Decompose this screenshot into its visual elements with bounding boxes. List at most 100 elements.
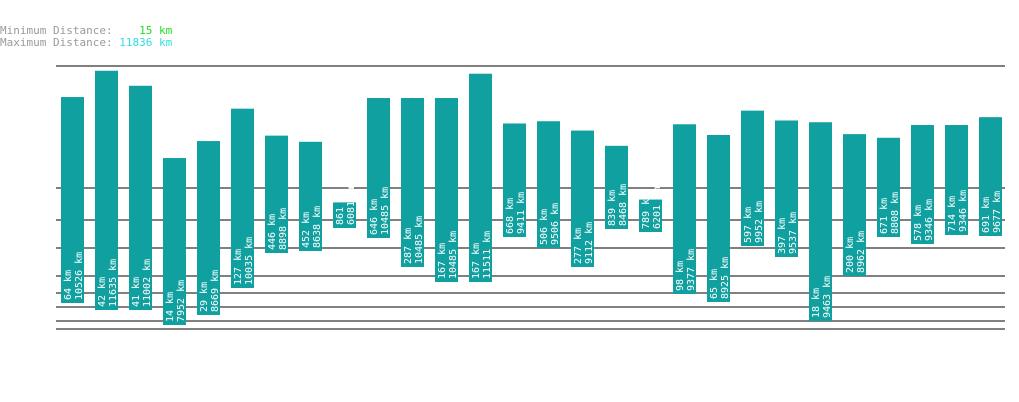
bar (707, 134, 730, 302)
bar (61, 97, 84, 303)
bar-label-long: 8669 km (210, 270, 221, 312)
bar-label-long: 10526 km (74, 252, 85, 300)
bar-label-short: 789 km (641, 193, 652, 229)
bar-label-long: 10035 km (244, 237, 255, 285)
bar-label-long: 9346 km (924, 199, 935, 241)
bar (129, 85, 152, 310)
bar-group: 597 km 9952 km (741, 110, 765, 246)
bar-label-short: 200 km (845, 237, 856, 273)
bar-label-short: 167 km (437, 243, 448, 279)
bar-label-long: 8962 km (856, 231, 867, 273)
bar-group: 578 km 9346 km (911, 125, 935, 244)
bar-label-long: 10485 km (448, 231, 459, 279)
bar-label-short: 29 km (199, 282, 210, 312)
bar-group: 397 km 9537 km (775, 120, 799, 257)
bar-label-short: 839 km (607, 190, 618, 226)
minimum-distance-value: 15 km (139, 24, 173, 37)
bar-label-long: 10485 km (414, 216, 425, 264)
bar-group: 446 km 8898 km (265, 135, 289, 253)
bar-label-long: 8898 km (278, 208, 289, 250)
minimum-distance-row: Minimum Distance: 15 km (0, 25, 172, 37)
bar-group: 671 km 8808 km (877, 137, 901, 237)
bar-label-short: 127 km (233, 249, 244, 285)
maximum-distance-value: 11836 km (119, 36, 173, 49)
bar (741, 110, 764, 246)
bar-label-short: 714 km (947, 196, 958, 232)
bar-label-short: 597 km (743, 207, 754, 243)
bar-label-short: 277 km (573, 228, 584, 264)
bar-label-long: 8468 km (618, 184, 629, 226)
bar-label-long: 9346 km (958, 190, 969, 232)
maximum-distance-row: Maximum Distance: 11836 km (0, 37, 172, 49)
bar-label-long: 6201 km (652, 187, 663, 229)
bar (571, 130, 594, 267)
bar-label-short: 18 km (811, 288, 822, 318)
bar-label-long: 9537 km (788, 212, 799, 254)
bar-group: 452 km 8638 km (299, 141, 323, 251)
bar (945, 125, 968, 235)
bar-label-short: 646 km (369, 199, 380, 235)
bar-group: 98 km 9377 km (673, 124, 697, 295)
bar-label-short: 446 km (267, 214, 278, 250)
bar-label-short: 64 km (63, 270, 74, 300)
bar-label-long: 9463 km (822, 276, 833, 318)
bar (673, 124, 696, 295)
bar-group: 64 km 10526 km (61, 97, 85, 303)
bar-label-short: 65 km (709, 269, 720, 299)
bar-label-short: 668 km (505, 198, 516, 234)
bar-label-short: 98 km (675, 261, 686, 291)
bar-group: 42 km 11635 km (95, 70, 119, 310)
bar-label-long: 11511 km (482, 231, 493, 279)
bar-label-long: 10485 km (380, 187, 391, 235)
bar-label-long: 11635 km (108, 259, 119, 307)
bar-group: 65 km 8925 km (707, 134, 731, 302)
bar-group: 506 km 9506 km (537, 121, 561, 248)
bar (843, 134, 866, 276)
bar-group: 41 km 11002 km (129, 85, 153, 310)
bar-group: 167 km 11511 km (469, 73, 493, 282)
bar (265, 135, 288, 253)
bar-group: 646 km 10485 km (367, 98, 391, 238)
bar (95, 70, 118, 310)
bar (775, 120, 798, 257)
bar (503, 123, 526, 237)
bar-label-short: 452 km (301, 212, 312, 248)
minimum-distance-label: Minimum Distance: (0, 24, 113, 37)
bar-group: 277 km 9112 km (571, 130, 595, 267)
bar (435, 98, 458, 282)
bar-group: 691 km 9677 km (979, 117, 1003, 236)
bar-label-long: 9952 km (754, 201, 765, 243)
bar-group: 839 km 8468 km (605, 145, 629, 229)
bar (639, 199, 662, 232)
bar-label-long: 8638 km (312, 206, 323, 248)
maximum-distance-label: Maximum Distance: (0, 36, 113, 49)
bar (979, 117, 1002, 236)
bar-label-short: 671 km (879, 198, 890, 234)
bar-group: 14 km 7952 km (163, 158, 187, 325)
bar (401, 98, 424, 267)
bar-label-short: 42 km (97, 277, 108, 307)
bar-label-short: 14 km (165, 292, 176, 322)
bar-group: 714 km 9346 km (945, 125, 969, 235)
bar (299, 141, 322, 251)
bar (809, 122, 832, 321)
bar-group: 287 km 10485 km (401, 98, 425, 267)
bars-group: 64 km 10526 km 42 km 11635 km 41 km 11002 km 1… (61, 70, 1003, 325)
bar-label-short: 578 km (913, 205, 924, 241)
bar-label-long: 7952 km (176, 280, 187, 322)
bar-label-short: 861 km (335, 189, 346, 225)
bar-label-short: 397 km (777, 218, 788, 254)
bar-label-long: 8808 km (890, 192, 901, 234)
bar-label-long: 9411 km (516, 192, 527, 234)
bar-label-long: 11002 km (142, 259, 153, 307)
bar (231, 108, 254, 288)
bar-label-short: 167 km (471, 243, 482, 279)
bar-label-short: 41 km (131, 277, 142, 307)
bar-label-long: 9506 km (550, 203, 561, 245)
distance-stats: Minimum Distance: 15 km Maximum Distance… (0, 25, 172, 49)
bar-group: 789 km 6201 km (639, 187, 663, 232)
bar (163, 158, 186, 325)
bar-label-long: 9112 km (584, 222, 595, 264)
bar (197, 141, 220, 315)
